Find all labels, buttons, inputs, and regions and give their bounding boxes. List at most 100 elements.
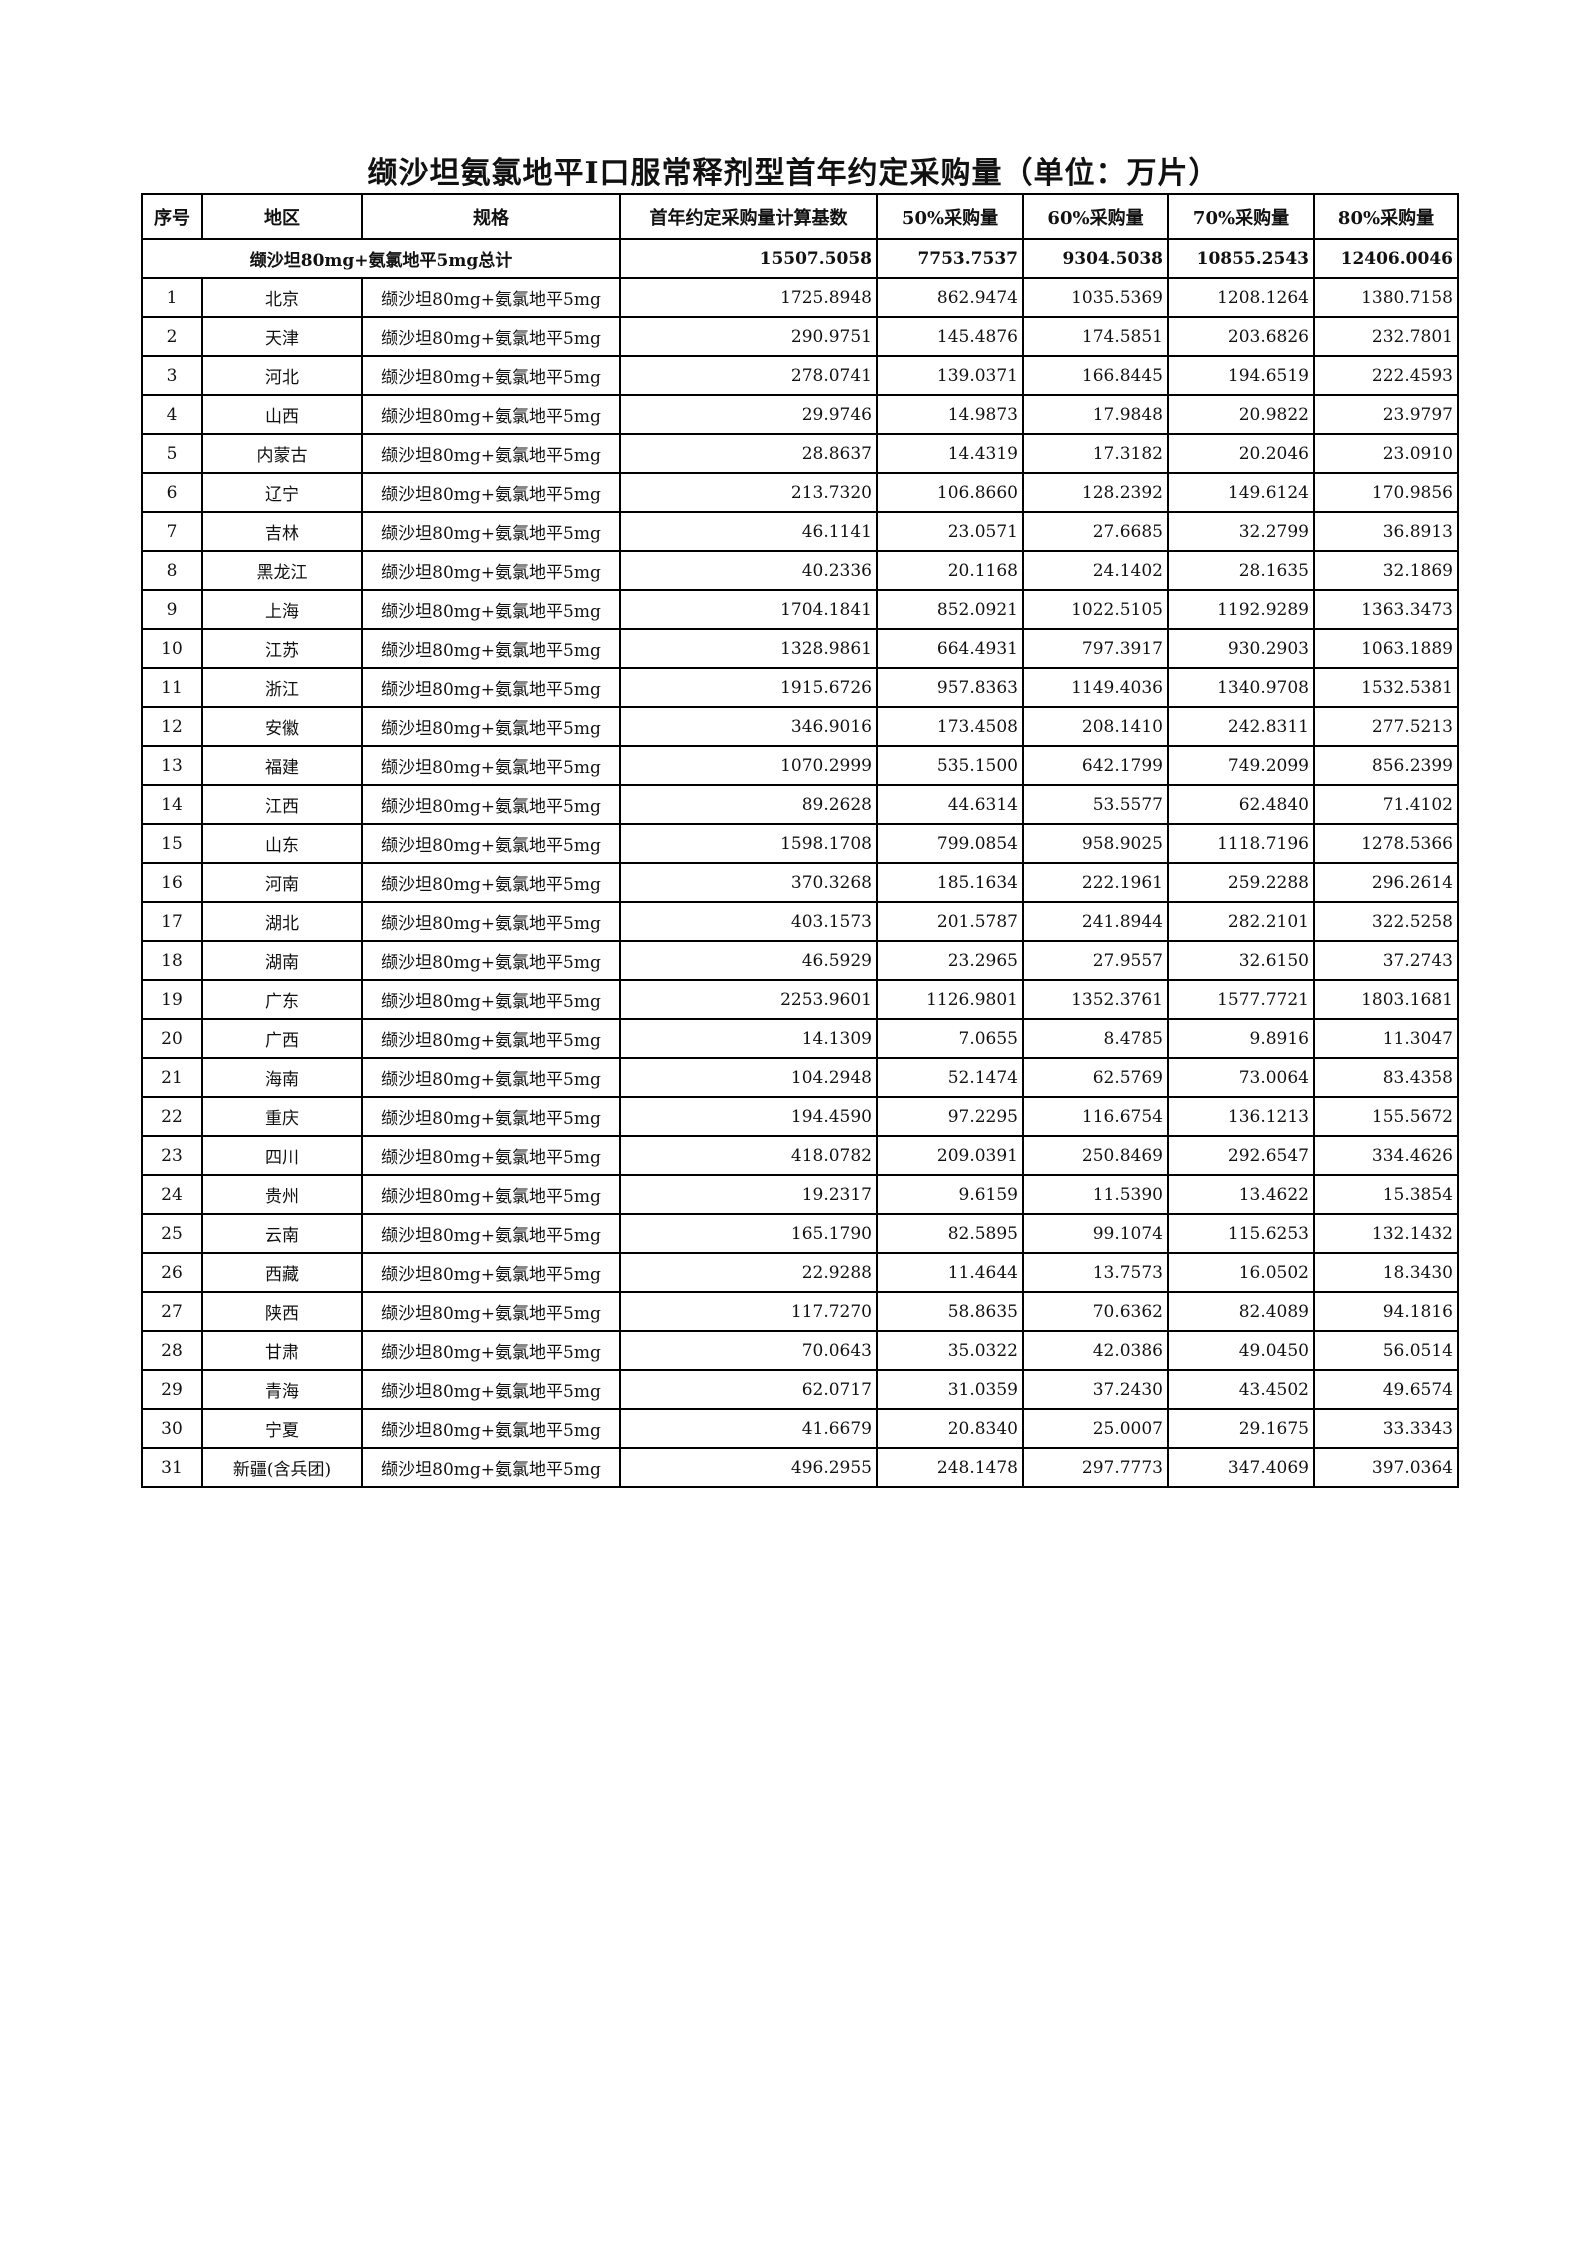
table-row: 28 甘肃 缬沙坦80mg+氨氯地平5mg 70.0643 35.0322 42.0386… — [141, 1330, 1459, 1371]
cell-80: 23.9797 — [1313, 394, 1459, 435]
table-row: 21 海南 缬沙坦80mg+氨氯地平5mg 104.2948 52.1474 62.576… — [141, 1057, 1459, 1098]
cell-region: 江苏 — [201, 628, 363, 669]
cell-70: 49.0450 — [1167, 1330, 1315, 1371]
cell-region: 内蒙古 — [201, 433, 363, 474]
cell-70: 149.6124 — [1167, 472, 1315, 513]
cell-70: 749.2099 — [1167, 745, 1315, 786]
cell-60: 27.6685 — [1022, 511, 1169, 552]
cell-60: 1149.4036 — [1022, 667, 1169, 708]
cell-region: 安徽 — [201, 706, 363, 747]
total-70: 10855.2543 — [1167, 238, 1315, 279]
cell-base: 346.9016 — [619, 706, 878, 747]
cell-index: 15 — [141, 823, 203, 864]
table-row: 11 浙江 缬沙坦80mg+氨氯地平5mg 1915.6726 957.8363 1149… — [141, 667, 1459, 708]
cell-base: 194.4590 — [619, 1096, 878, 1137]
cell-80: 170.9856 — [1313, 472, 1459, 513]
cell-spec: 缬沙坦80mg+氨氯地平5mg — [361, 589, 621, 630]
table-row: 14 江西 缬沙坦80mg+氨氯地平5mg 89.2628 44.6314 53.5577… — [141, 784, 1459, 825]
cell-base: 19.2317 — [619, 1174, 878, 1215]
cell-80: 1063.1889 — [1313, 628, 1459, 669]
cell-base: 1915.6726 — [619, 667, 878, 708]
cell-60: 1022.5105 — [1022, 589, 1169, 630]
cell-spec: 缬沙坦80mg+氨氯地平5mg — [361, 1174, 621, 1215]
cell-spec: 缬沙坦80mg+氨氯地平5mg — [361, 1330, 621, 1371]
cell-region: 陕西 — [201, 1291, 363, 1332]
cell-80: 132.1432 — [1313, 1213, 1459, 1254]
cell-60: 1352.3761 — [1022, 979, 1169, 1020]
cell-50: 248.1478 — [876, 1447, 1024, 1488]
cell-80: 155.5672 — [1313, 1096, 1459, 1137]
cell-base: 89.2628 — [619, 784, 878, 825]
cell-index: 14 — [141, 784, 203, 825]
cell-base: 496.2955 — [619, 1447, 878, 1488]
header-spec: 规格 — [361, 193, 621, 240]
table-row: 16 河南 缬沙坦80mg+氨氯地平5mg 370.3268 185.1634 222.1… — [141, 862, 1459, 903]
cell-70: 203.6826 — [1167, 316, 1315, 357]
cell-60: 208.1410 — [1022, 706, 1169, 747]
cell-base: 370.3268 — [619, 862, 878, 903]
cell-60: 222.1961 — [1022, 862, 1169, 903]
cell-index: 12 — [141, 706, 203, 747]
cell-index: 22 — [141, 1096, 203, 1137]
cell-region: 吉林 — [201, 511, 363, 552]
cell-spec: 缬沙坦80mg+氨氯地平5mg — [361, 1096, 621, 1137]
cell-region: 江西 — [201, 784, 363, 825]
cell-50: 35.0322 — [876, 1330, 1024, 1371]
cell-spec: 缬沙坦80mg+氨氯地平5mg — [361, 823, 621, 864]
cell-spec: 缬沙坦80mg+氨氯地平5mg — [361, 784, 621, 825]
cell-spec: 缬沙坦80mg+氨氯地平5mg — [361, 1291, 621, 1332]
cell-70: 82.4089 — [1167, 1291, 1315, 1332]
cell-index: 9 — [141, 589, 203, 630]
table-row: 17 湖北 缬沙坦80mg+氨氯地平5mg 403.1573 201.5787 241.8… — [141, 901, 1459, 942]
cell-50: 106.8660 — [876, 472, 1024, 513]
total-80: 12406.0046 — [1313, 238, 1459, 279]
cell-index: 24 — [141, 1174, 203, 1215]
cell-80: 322.5258 — [1313, 901, 1459, 942]
table-row: 10 江苏 缬沙坦80mg+氨氯地平5mg 1328.9861 664.4931 797.… — [141, 628, 1459, 669]
cell-base: 278.0741 — [619, 355, 878, 396]
cell-50: 173.4508 — [876, 706, 1024, 747]
cell-50: 23.2965 — [876, 940, 1024, 981]
cell-region: 重庆 — [201, 1096, 363, 1137]
cell-spec: 缬沙坦80mg+氨氯地平5mg — [361, 433, 621, 474]
cell-spec: 缬沙坦80mg+氨氯地平5mg — [361, 1369, 621, 1410]
cell-50: 139.0371 — [876, 355, 1024, 396]
cell-70: 43.4502 — [1167, 1369, 1315, 1410]
cell-70: 1577.7721 — [1167, 979, 1315, 1020]
cell-spec: 缬沙坦80mg+氨氯地平5mg — [361, 394, 621, 435]
cell-region: 新疆(含兵团) — [201, 1447, 363, 1488]
table-row: 5 内蒙古 缬沙坦80mg+氨氯地平5mg 28.8637 14.4319 17.3182… — [141, 433, 1459, 474]
cell-70: 282.2101 — [1167, 901, 1315, 942]
cell-region: 上海 — [201, 589, 363, 630]
cell-base: 1704.1841 — [619, 589, 878, 630]
cell-70: 20.2046 — [1167, 433, 1315, 474]
cell-base: 41.6679 — [619, 1408, 878, 1449]
cell-80: 856.2399 — [1313, 745, 1459, 786]
total-row: 缬沙坦80mg+氨氯地平5mg总计 15507.5058 7753.7537 9… — [141, 238, 1459, 279]
cell-index: 6 — [141, 472, 203, 513]
page-title: 缬沙坦氨氯地平Ⅰ口服常释剂型首年约定采购量（单位：万片） — [367, 156, 1220, 191]
table-row: 18 湖南 缬沙坦80mg+氨氯地平5mg 46.5929 23.2965 27.9557… — [141, 940, 1459, 981]
cell-region: 浙江 — [201, 667, 363, 708]
cell-60: 53.5577 — [1022, 784, 1169, 825]
header-80: 80%采购量 — [1313, 193, 1459, 240]
cell-region: 辽宁 — [201, 472, 363, 513]
cell-70: 73.0064 — [1167, 1057, 1315, 1098]
cell-80: 296.2614 — [1313, 862, 1459, 903]
cell-spec: 缬沙坦80mg+氨氯地平5mg — [361, 472, 621, 513]
cell-base: 418.0782 — [619, 1135, 878, 1176]
cell-60: 166.8445 — [1022, 355, 1169, 396]
cell-base: 40.2336 — [619, 550, 878, 591]
header-region: 地区 — [201, 193, 363, 240]
cell-80: 1380.7158 — [1313, 277, 1459, 318]
cell-base: 1598.1708 — [619, 823, 878, 864]
cell-70: 32.2799 — [1167, 511, 1315, 552]
table-row: 3 河北 缬沙坦80mg+氨氯地平5mg 278.0741 139.0371 166.84… — [141, 355, 1459, 396]
cell-index: 28 — [141, 1330, 203, 1371]
cell-spec: 缬沙坦80mg+氨氯地平5mg — [361, 628, 621, 669]
cell-spec: 缬沙坦80mg+氨氯地平5mg — [361, 1135, 621, 1176]
header-row: 序号 地区 规格 首年约定采购量计算基数 50%采购量 60%采购量 70%采购… — [141, 193, 1459, 240]
cell-80: 37.2743 — [1313, 940, 1459, 981]
table-row: 15 山东 缬沙坦80mg+氨氯地平5mg 1598.1708 799.0854 958.… — [141, 823, 1459, 864]
cell-50: 535.1500 — [876, 745, 1024, 786]
